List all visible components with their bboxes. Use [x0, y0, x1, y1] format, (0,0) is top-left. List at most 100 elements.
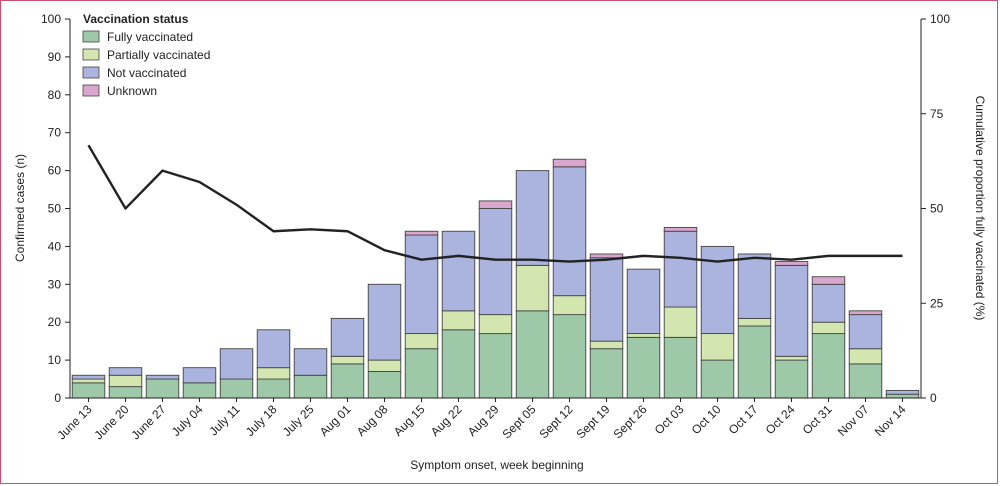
x-tick-label: Aug 08	[354, 402, 391, 439]
bar-segment	[589, 340, 624, 350]
x-tick-label: Nov 14	[872, 402, 909, 439]
bar-segment	[848, 314, 883, 350]
bar-segment	[663, 336, 698, 399]
bar-segment	[293, 374, 328, 399]
bar-segment	[108, 386, 143, 399]
bar-segment	[441, 310, 476, 331]
bar-segment	[626, 333, 661, 338]
y-tick-label: 60	[48, 164, 62, 178]
x-tick-label: Aug 01	[317, 402, 354, 439]
legend: Vaccination status Fully vaccinated Partia…	[82, 12, 210, 98]
bar-segment	[737, 317, 772, 327]
bars-layer	[71, 158, 920, 399]
legend-label: Partially vaccinated	[107, 48, 210, 62]
bar-segment	[700, 333, 735, 361]
x-tick-label: Oct 24	[763, 402, 798, 437]
bar-segment	[293, 348, 328, 376]
bar-segment	[330, 363, 365, 399]
y2-tick-label: 100	[930, 12, 950, 26]
bar-segment	[441, 230, 476, 312]
y2-axis-label: Cumulative proportion fully vaccinated (…	[973, 96, 987, 321]
x-tick-label: Oct 10	[689, 402, 724, 437]
y-tick-label: 70	[48, 126, 62, 140]
bar-segment	[774, 355, 809, 361]
bar-segment	[108, 367, 143, 376]
legend-label: Fully vaccinated	[107, 30, 193, 44]
bar-segment	[404, 348, 439, 399]
bar-segment	[182, 367, 217, 384]
x-tick-label: July 18	[243, 402, 280, 439]
x-tick-label: Oct 31	[800, 402, 835, 437]
bar-segment	[885, 393, 920, 399]
bar-segment	[71, 374, 106, 380]
bar-segment	[256, 329, 291, 369]
x-tick-label: July 04	[169, 402, 206, 439]
legend-swatch	[82, 30, 100, 43]
y-tick-label: 30	[48, 277, 62, 291]
bar-segment	[367, 371, 402, 399]
bar-segment	[663, 306, 698, 338]
bar-segment	[404, 230, 439, 236]
bar-segment	[404, 234, 439, 335]
x-tick-label: Nov 07	[835, 402, 872, 439]
bar-segment	[811, 321, 846, 335]
bar-segment	[663, 230, 698, 308]
legend-title: Vaccination status	[83, 12, 189, 26]
bar-segment	[848, 348, 883, 365]
y2-tick-label: 75	[930, 107, 944, 121]
y-tick-label: 80	[48, 88, 62, 102]
legend-label: Not vaccinated	[107, 66, 186, 80]
x-tick-label: Oct 17	[726, 402, 761, 437]
bar-segment	[330, 317, 365, 357]
bar-segment	[478, 314, 513, 335]
bar-segment	[811, 333, 846, 399]
bar-segment	[848, 363, 883, 399]
bar-segment	[552, 158, 587, 168]
bar-segment	[774, 264, 809, 357]
y-tick-label: 0	[54, 391, 61, 405]
bar-segment	[589, 253, 624, 259]
bar-segment	[811, 276, 846, 285]
bar-segment	[811, 283, 846, 323]
bar-segment	[145, 374, 180, 380]
bar-segment	[515, 264, 550, 312]
bar-segment	[478, 208, 513, 316]
y2-tick-label: 25	[930, 296, 944, 310]
x-tick-label: Aug 29	[465, 402, 502, 439]
x-tick-label: July 25	[280, 402, 317, 439]
bar-segment	[515, 170, 550, 266]
bar-segment	[219, 378, 254, 399]
bar-segment	[145, 378, 180, 399]
bar-segment	[737, 253, 772, 319]
y-tick-label: 50	[48, 202, 62, 216]
bar-segment	[589, 348, 624, 399]
x-tick-label: Sept 05	[499, 402, 538, 441]
bar-segment	[71, 382, 106, 399]
bar-segment	[71, 378, 106, 384]
bar-segment	[737, 325, 772, 399]
y-tick-label: 40	[48, 239, 62, 253]
bar-segment	[219, 348, 254, 380]
x-axis-label: Symptom onset, week beginning	[410, 458, 583, 472]
bar-segment	[552, 295, 587, 316]
y2-tick-label: 0	[930, 391, 937, 405]
bar-segment	[478, 200, 513, 209]
bar-segment	[478, 333, 513, 399]
x-tick-label: June 27	[129, 402, 169, 442]
y-axis-label: Confirmed cases (n)	[13, 154, 27, 262]
x-tick-label: Sept 12	[536, 402, 575, 441]
y-tick-label: 100	[41, 12, 61, 26]
legend-swatch	[82, 66, 100, 79]
bar-segment	[256, 367, 291, 380]
bar-segment	[626, 268, 661, 335]
bar-segment	[626, 336, 661, 399]
x-tick-label: Sept 19	[573, 402, 612, 441]
bar-segment	[552, 314, 587, 399]
bar-segment	[330, 355, 365, 365]
bar-segment	[367, 359, 402, 372]
x-tick-label: July 11	[206, 402, 242, 438]
x-tick-label: Aug 15	[391, 402, 428, 439]
bar-segment	[774, 359, 809, 399]
